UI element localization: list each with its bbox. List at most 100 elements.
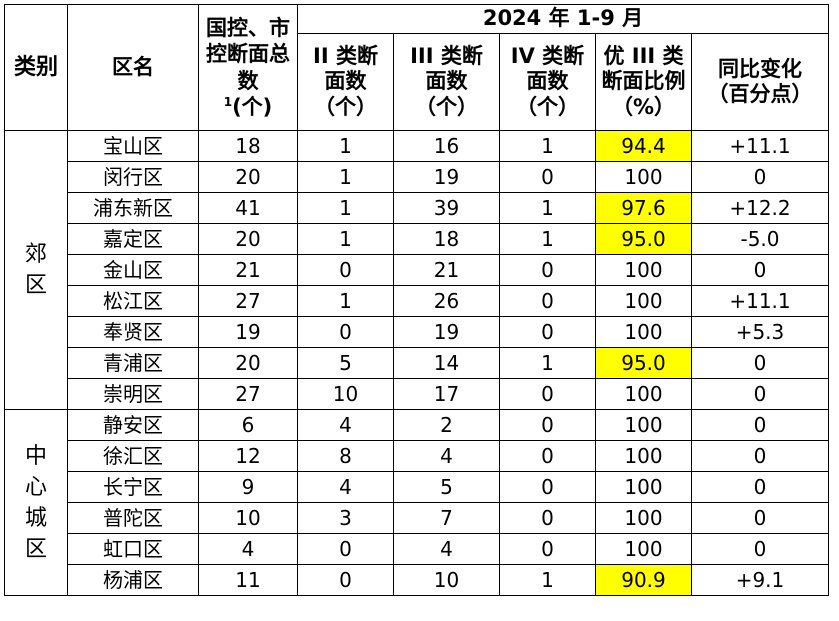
- district-cell: 嘉定区: [67, 223, 199, 255]
- ratio-cell: 100: [595, 502, 692, 534]
- class3-cell: 21: [393, 254, 500, 286]
- class4-cell: 0: [499, 254, 596, 286]
- class4-cell: 1: [499, 223, 596, 255]
- table-row: 闵行区 20 1 19 0 100 0: [5, 161, 829, 193]
- class4-cell: 0: [499, 316, 596, 348]
- change-cell: 0: [691, 471, 829, 503]
- class3-cell: 5: [393, 471, 500, 503]
- table-row: 郊区 宝山区 18 1 16 1 94.4 +11.1: [4, 130, 829, 410]
- class3-cell: 14: [393, 347, 500, 379]
- table-row: 普陀区 10 3 7 0 100 0: [5, 502, 829, 534]
- category-label: 郊区: [24, 242, 47, 298]
- ratio-cell: 95.0: [595, 223, 692, 255]
- change-cell: -5.0: [691, 223, 829, 255]
- category-label: 中心城区: [24, 443, 47, 562]
- ratio-cell: 100: [595, 161, 692, 193]
- ratio-cell: 94.4: [595, 130, 692, 162]
- change-cell: 0: [691, 378, 829, 410]
- class2-cell: 1: [297, 285, 394, 317]
- change-cell: 0: [691, 161, 829, 193]
- header-category: 类别: [4, 4, 68, 131]
- district-cell: 崇明区: [67, 378, 199, 410]
- ratio-cell: 100: [595, 471, 692, 503]
- change-cell: +5.3: [691, 316, 829, 348]
- district-cell: 杨浦区: [67, 564, 199, 596]
- district-cell: 金山区: [67, 254, 199, 286]
- district-cell: 奉贤区: [67, 316, 199, 348]
- total-sections-cell: 21: [198, 254, 298, 286]
- table-row: 长宁区 9 4 5 0 100 0: [5, 471, 829, 503]
- class4-cell: 0: [499, 161, 596, 193]
- class3-cell: 4: [393, 533, 500, 565]
- class2-cell: 10: [297, 378, 394, 410]
- district-cell: 宝山区: [67, 130, 199, 162]
- class2-cell: 0: [297, 564, 394, 596]
- class3-cell: 2: [393, 409, 500, 441]
- table-row: 杨浦区 11 0 10 1 90.9 +9.1: [5, 564, 829, 596]
- change-cell: +11.1: [691, 130, 829, 162]
- class4-cell: 0: [499, 440, 596, 472]
- change-cell: 0: [691, 502, 829, 534]
- class3-cell: 4: [393, 440, 500, 472]
- total-sections-cell: 20: [198, 161, 298, 193]
- district-cell: 虹口区: [67, 533, 199, 565]
- class3-cell: 39: [393, 192, 500, 224]
- class4-cell: 1: [499, 564, 596, 596]
- table-row: 金山区 21 0 21 0 100 0: [5, 254, 829, 286]
- total-sections-cell: 19: [198, 316, 298, 348]
- table-row: 中心城区 静安区 6 4 2 0 100 0: [4, 409, 829, 596]
- class2-cell: 4: [297, 409, 394, 441]
- change-cell: +9.1: [691, 564, 829, 596]
- total-sections-cell: 6: [198, 409, 298, 441]
- ratio-cell: 95.0: [595, 347, 692, 379]
- header-class4: IV 类断面数（个）: [499, 33, 596, 131]
- district-cell: 松江区: [67, 285, 199, 317]
- ratio-cell: 100: [595, 285, 692, 317]
- class4-cell: 1: [499, 347, 596, 379]
- change-cell: 0: [691, 533, 829, 565]
- table-row: 嘉定区 20 1 18 1 95.0 -5.0: [5, 223, 829, 255]
- table-row: 徐汇区 12 8 4 0 100 0: [5, 440, 829, 472]
- class2-cell: 1: [297, 223, 394, 255]
- header-category-label: 类别: [13, 55, 58, 80]
- class4-cell: 0: [499, 471, 596, 503]
- total-sections-cell: 12: [198, 440, 298, 472]
- table-row: 崇明区 27 10 17 0 100 0: [5, 378, 829, 410]
- class4-cell: 0: [499, 533, 596, 565]
- class2-cell: 1: [297, 130, 394, 162]
- header-total-sup: 1: [223, 94, 233, 109]
- total-sections-cell: 27: [198, 285, 298, 317]
- total-sections-cell: 20: [198, 223, 298, 255]
- district-cell: 静安区: [67, 409, 199, 441]
- water-quality-table: 类别 区名 国控、市控断面总数1(个) 2024 年 1-9 月 II 类断面数…: [4, 4, 829, 596]
- total-sections-cell: 27: [198, 378, 298, 410]
- class2-cell: 8: [297, 440, 394, 472]
- change-cell: 0: [691, 409, 829, 441]
- class3-cell: 17: [393, 378, 500, 410]
- class3-cell: 18: [393, 223, 500, 255]
- total-sections-cell: 18: [198, 130, 298, 162]
- ratio-cell: 100: [595, 409, 692, 441]
- header-district: 区名: [67, 4, 199, 131]
- class4-cell: 0: [499, 502, 596, 534]
- header-total-sections: 国控、市控断面总数1(个): [198, 4, 298, 131]
- ratio-cell: 97.6: [595, 192, 692, 224]
- class2-cell: 5: [297, 347, 394, 379]
- table-row: 浦东新区 41 1 39 1 97.6 +12.2: [5, 192, 829, 224]
- class4-cell: 0: [499, 285, 596, 317]
- class3-cell: 10: [393, 564, 500, 596]
- class4-cell: 1: [499, 192, 596, 224]
- class2-cell: 0: [297, 254, 394, 286]
- class2-cell: 0: [297, 533, 394, 565]
- class3-cell: 26: [393, 285, 500, 317]
- change-cell: +11.1: [691, 285, 829, 317]
- class3-cell: 7: [393, 502, 500, 534]
- ratio-cell: 100: [595, 378, 692, 410]
- change-cell: 0: [691, 347, 829, 379]
- header-ratio: 优 III 类断面比例（%）: [595, 33, 692, 131]
- change-cell: 0: [691, 440, 829, 472]
- class2-cell: 1: [297, 192, 394, 224]
- change-cell: 0: [691, 254, 829, 286]
- ratio-cell: 100: [595, 533, 692, 565]
- ratio-cell: 100: [595, 316, 692, 348]
